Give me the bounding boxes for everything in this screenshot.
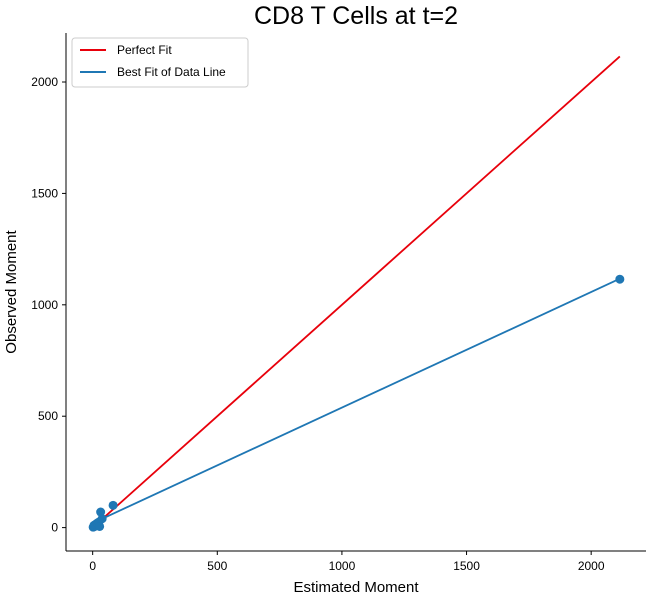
x-tick-label: 1000	[329, 559, 356, 573]
legend-box	[71, 37, 249, 88]
data-point	[108, 500, 118, 510]
y-tick-label: 500	[38, 409, 58, 423]
legend-label-best-fit: Best Fit of Data Line	[117, 65, 226, 79]
x-tick-label: 0	[89, 559, 96, 573]
x-tick-label: 2000	[578, 559, 605, 573]
data-point	[97, 514, 107, 524]
y-ticks: 0 500 1000 1500 2000	[31, 75, 66, 535]
plot-area	[88, 55, 625, 532]
points-layer	[88, 274, 625, 532]
chart-title: CD8 T Cells at t=2	[254, 2, 458, 30]
y-axis-label: Observed Moment	[3, 229, 20, 353]
x-ticks: 0 500 1000 1500 2000	[89, 551, 605, 573]
legend-label-perfect-fit: Perfect Fit	[117, 43, 172, 57]
data-point	[95, 521, 105, 531]
series-line-perfect-fit	[92, 55, 621, 529]
x-tick-label: 500	[207, 559, 227, 573]
y-tick-label: 1500	[31, 186, 58, 200]
x-axis-label: Estimated Moment	[293, 579, 419, 596]
legend: Perfect Fit Best Fit of Data Line	[71, 37, 249, 88]
y-tick-label: 1000	[31, 298, 58, 312]
series-line-best-fit-of-data-line	[92, 277, 621, 524]
lines-layer	[92, 55, 621, 529]
y-tick-label: 2000	[31, 75, 58, 89]
data-point	[615, 274, 625, 284]
x-tick-label: 1500	[453, 559, 480, 573]
y-tick-label: 0	[51, 521, 58, 535]
